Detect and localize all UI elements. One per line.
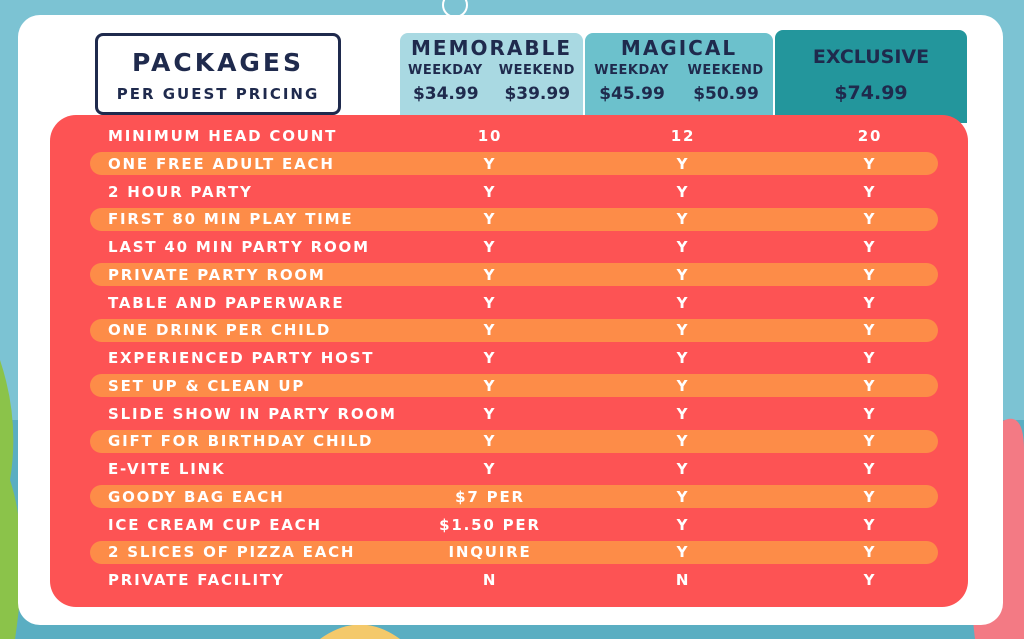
row-stripe <box>90 485 938 509</box>
feature-value: Y <box>863 376 877 395</box>
feature-label: MINIMUM HEAD COUNT <box>108 127 338 145</box>
row-stripe <box>90 263 938 287</box>
feature-value: Y <box>483 154 497 173</box>
package-header: EXCLUSIVE $74.99 <box>775 30 967 123</box>
feature-label: PRIVATE PARTY ROOM <box>108 265 326 284</box>
feature-value: Y <box>676 376 690 395</box>
feature-value: Y <box>863 321 877 340</box>
option-label: WEEKDAY <box>408 63 483 78</box>
feature-value: Y <box>483 432 497 451</box>
feature-value: Y <box>483 210 497 229</box>
feature-label: EXPERIENCED PARTY HOST <box>108 349 375 367</box>
feature-label: SLIDE SHOW IN PARTY ROOM <box>108 404 397 423</box>
row-stripe <box>90 429 938 453</box>
subtitle: PER GUEST PRICING <box>116 85 320 103</box>
feature-value: Y <box>676 432 690 451</box>
feature-label: E-VITE LINK <box>108 460 226 478</box>
feature-value: Y <box>676 238 690 256</box>
option-label: WEEKEND <box>498 63 575 78</box>
option-label: WEEKEND <box>687 63 764 78</box>
feature-value: Y <box>863 515 877 534</box>
feature-label: ONE FREE ADULT EACH <box>108 154 335 173</box>
row-stripe <box>90 318 938 342</box>
feature-value: N <box>482 571 498 589</box>
feature-value: Y <box>863 404 877 423</box>
feature-value: Y <box>863 487 877 506</box>
price: $45.99 <box>599 84 665 104</box>
feature-value: Y <box>676 543 690 562</box>
row-stripe <box>90 540 938 564</box>
feature-value: Y <box>483 293 497 312</box>
feature-label: PRIVATE FACILITY <box>108 571 285 589</box>
feature-value: N <box>675 571 691 589</box>
feature-value: Y <box>676 182 690 201</box>
feature-value: Y <box>483 404 497 423</box>
feature-value: Y <box>676 487 690 506</box>
price: $34.99 <box>412 84 479 104</box>
feature-value: Y <box>863 293 877 312</box>
feature-value: Y <box>863 154 877 173</box>
feature-value: $7 PER <box>455 487 525 506</box>
feature-label: SET UP & CLEAN UP <box>108 376 306 395</box>
row-stripe <box>90 374 938 398</box>
feature-value: Y <box>863 460 877 478</box>
feature-value: Y <box>863 210 877 229</box>
title: PACKAGES <box>131 48 305 77</box>
package-header: MEMORABLE WEEKDAY WEEKEND $34.99 $39.99 <box>400 33 583 123</box>
feature-value: Y <box>676 210 690 229</box>
price: $74.99 <box>834 82 908 104</box>
package-name: EXCLUSIVE <box>812 46 930 68</box>
feature-value: Y <box>676 154 690 173</box>
row-stripe <box>90 207 938 231</box>
feature-value: Y <box>676 321 690 340</box>
feature-value: Y <box>863 238 877 256</box>
feature-value: INQUIRE <box>448 543 532 562</box>
feature-value: 20 <box>857 127 883 145</box>
package-header: MAGICAL WEEKDAY WEEKEND $45.99 $50.99 <box>585 33 773 123</box>
feature-value: Y <box>483 265 497 284</box>
feature-label: LAST 40 MIN PARTY ROOM <box>108 238 370 256</box>
option-label: WEEKDAY <box>594 63 669 78</box>
feature-value: Y <box>676 404 690 423</box>
feature-value: Y <box>863 265 877 284</box>
row-stripe <box>90 152 938 176</box>
feature-value: Y <box>863 182 877 201</box>
feature-label: TABLE AND PAPERWARE <box>108 293 345 312</box>
feature-value: Y <box>483 349 497 367</box>
feature-value: Y <box>676 460 690 478</box>
feature-table <box>50 115 968 607</box>
feature-label: 2 HOUR PARTY <box>108 182 253 201</box>
price: $39.99 <box>504 84 571 104</box>
feature-value: Y <box>483 321 497 340</box>
feature-label: GOODY BAG EACH <box>108 487 285 506</box>
feature-label: FIRST 80 MIN PLAY TIME <box>108 210 354 229</box>
feature-value: Y <box>863 543 877 562</box>
feature-value: Y <box>483 238 497 256</box>
feature-value: Y <box>863 571 877 589</box>
package-name: MAGICAL <box>620 36 738 60</box>
price: $50.99 <box>693 84 759 104</box>
feature-value: $1.50 PER <box>439 515 541 534</box>
feature-value: Y <box>676 293 690 312</box>
feature-value: Y <box>863 349 877 367</box>
feature-value: 10 <box>477 127 503 145</box>
feature-value: Y <box>483 376 497 395</box>
feature-value: Y <box>863 432 877 451</box>
feature-label: ICE CREAM CUP EACH <box>108 515 322 534</box>
feature-value: Y <box>483 182 497 201</box>
feature-value: Y <box>483 460 497 478</box>
feature-label: ONE DRINK PER CHILD <box>108 321 332 340</box>
feature-value: Y <box>676 349 690 367</box>
feature-label: 2 SLICES OF PIZZA EACH <box>108 543 356 562</box>
packages-box: PACKAGES PER GUEST PRICING <box>95 33 341 115</box>
feature-label: GIFT FOR BIRTHDAY CHILD <box>108 432 374 451</box>
package-name: MEMORABLE <box>411 36 572 60</box>
feature-value: Y <box>676 265 690 284</box>
feature-value: 12 <box>670 127 696 145</box>
feature-value: Y <box>676 515 690 534</box>
